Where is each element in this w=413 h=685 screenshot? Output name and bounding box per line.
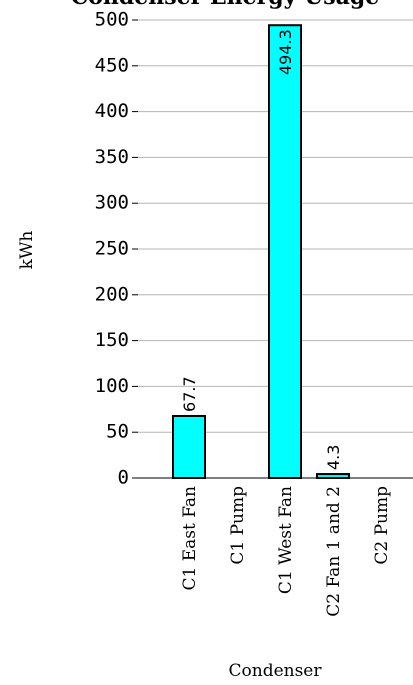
data-label: 494.3 — [276, 29, 295, 75]
y-tick-label: 150 — [95, 329, 129, 351]
y-axis-title: kWh — [17, 231, 37, 270]
chart-title: Condenser Energy Usage — [71, 0, 380, 10]
y-tick-label: 100 — [95, 375, 129, 397]
bars — [172, 24, 350, 480]
x-axis-title: Condenser — [229, 661, 323, 681]
x-axis-categories: C1 East Fan C1 Pump C1 West Fan C2 Fan 1 an… — [180, 486, 392, 617]
bar — [268, 24, 302, 480]
data-labels: 67.7 494.3 4.3 — [180, 29, 343, 470]
y-tick-label: 250 — [95, 238, 129, 260]
data-label: 67.7 — [180, 376, 199, 412]
y-tick-label: 50 — [106, 421, 129, 443]
x-tick-label: C1 Pump — [228, 486, 248, 565]
y-tick-label: 0 — [118, 467, 129, 489]
data-label: 4.3 — [324, 445, 343, 470]
y-tick-label: 400 — [95, 100, 129, 122]
x-tick-label: C2 Pump — [372, 486, 392, 565]
x-tick-label: C1 West Fan — [276, 486, 296, 594]
x-tick-label: C2 Fan 1 and 2 — [324, 486, 344, 617]
y-tick-label: 350 — [95, 146, 129, 168]
y-tick-label: 450 — [95, 54, 129, 76]
y-tick-label: 300 — [95, 192, 129, 214]
y-tick-label: 500 — [95, 9, 129, 31]
y-tick-label: 200 — [95, 283, 129, 305]
x-tick-label: C1 East Fan — [180, 486, 200, 591]
y-axis-ticks: 0 50 100 150 200 250 300 350 400 450 500 — [95, 9, 138, 489]
bar — [316, 473, 350, 479]
bar — [172, 414, 206, 479]
